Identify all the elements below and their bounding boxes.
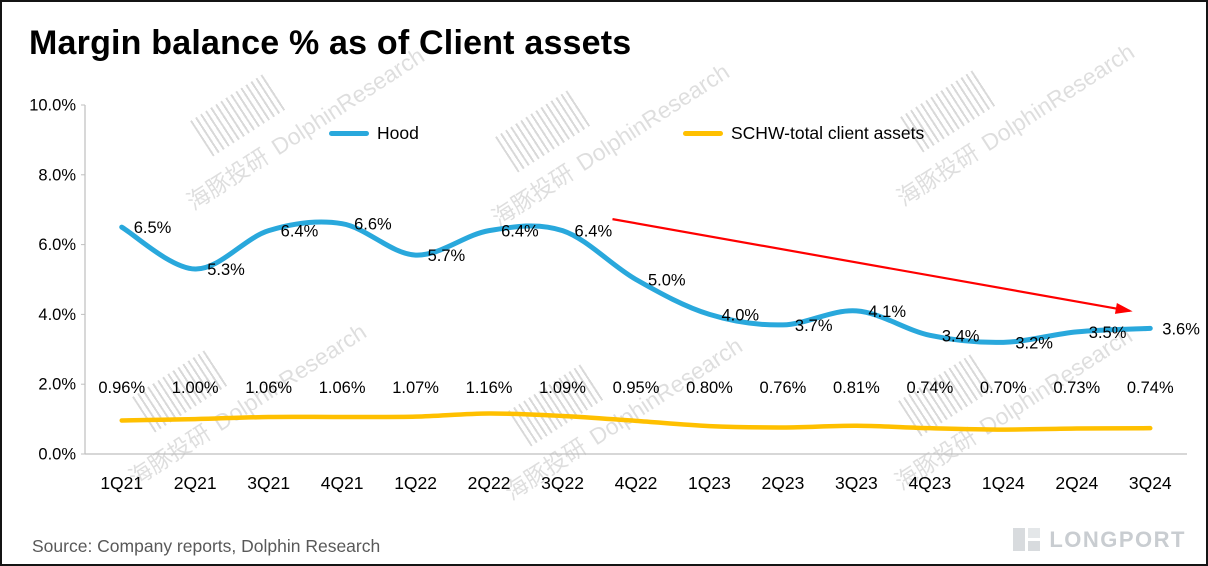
svg-text:1Q23: 1Q23 — [688, 473, 731, 493]
svg-text:3Q21: 3Q21 — [247, 473, 290, 493]
svg-text:2Q23: 2Q23 — [762, 473, 805, 493]
legend-label-schw: SCHW-total client assets — [731, 123, 925, 143]
svg-text:1Q21: 1Q21 — [100, 473, 143, 493]
svg-text:4Q21: 4Q21 — [321, 473, 364, 493]
svg-text:3Q22: 3Q22 — [541, 473, 584, 493]
page-title: Margin balance % as of Client assets — [29, 24, 632, 62]
svg-text:1.09%: 1.09% — [539, 379, 586, 397]
svg-text:6.4%: 6.4% — [281, 223, 319, 241]
svg-text:3.4%: 3.4% — [942, 327, 980, 345]
svg-text:0.81%: 0.81% — [833, 379, 880, 397]
svg-text:8.0%: 8.0% — [38, 166, 76, 184]
longport-icon — [1013, 524, 1041, 556]
svg-text:3.2%: 3.2% — [1015, 334, 1053, 352]
schw-line-swatch — [683, 131, 723, 136]
svg-text:1Q24: 1Q24 — [982, 473, 1025, 493]
svg-text:6.0%: 6.0% — [38, 236, 76, 254]
svg-text:1.06%: 1.06% — [319, 379, 366, 397]
svg-text:1.07%: 1.07% — [392, 379, 439, 397]
svg-text:0.73%: 0.73% — [1053, 379, 1100, 397]
svg-text:10.0%: 10.0% — [29, 97, 76, 115]
svg-text:4.0%: 4.0% — [38, 306, 76, 324]
svg-text:0.70%: 0.70% — [980, 379, 1027, 397]
legend-label-hood: Hood — [377, 123, 419, 143]
svg-text:1Q22: 1Q22 — [394, 473, 437, 493]
svg-text:6.6%: 6.6% — [354, 216, 392, 234]
svg-text:0.80%: 0.80% — [686, 379, 733, 397]
svg-text:6.4%: 6.4% — [501, 223, 539, 241]
legend-item-hood: Hood — [329, 123, 419, 144]
longport-wordmark: LONGPORT — [1049, 527, 1186, 552]
svg-text:0.74%: 0.74% — [1127, 379, 1174, 397]
svg-text:2Q24: 2Q24 — [1055, 473, 1098, 493]
svg-text:0.96%: 0.96% — [98, 379, 145, 397]
svg-text:5.7%: 5.7% — [428, 247, 466, 265]
svg-text:4Q22: 4Q22 — [615, 473, 658, 493]
svg-text:6.4%: 6.4% — [575, 223, 613, 241]
svg-text:3.5%: 3.5% — [1089, 324, 1127, 342]
svg-text:3Q23: 3Q23 — [835, 473, 878, 493]
svg-text:3Q24: 3Q24 — [1129, 473, 1172, 493]
svg-text:0.95%: 0.95% — [613, 379, 660, 397]
svg-text:2.0%: 2.0% — [38, 376, 76, 394]
svg-text:3.7%: 3.7% — [795, 317, 833, 335]
source-note: Source: Company reports, Dolphin Researc… — [32, 536, 381, 556]
svg-text:4Q23: 4Q23 — [908, 473, 951, 493]
hood-line-swatch — [329, 131, 369, 136]
svg-text:6.5%: 6.5% — [134, 219, 172, 237]
svg-text:1.06%: 1.06% — [245, 379, 292, 397]
svg-text:0.0%: 0.0% — [38, 446, 76, 464]
svg-text:5.3%: 5.3% — [207, 261, 245, 279]
svg-text:3.6%: 3.6% — [1162, 320, 1200, 338]
svg-text:4.0%: 4.0% — [721, 306, 759, 324]
svg-text:4.1%: 4.1% — [868, 303, 906, 321]
legend-item-schw: SCHW-total client assets — [683, 123, 924, 144]
svg-text:0.76%: 0.76% — [760, 379, 807, 397]
longport-logo: LONGPORT — [1013, 524, 1186, 556]
svg-text:5.0%: 5.0% — [648, 272, 686, 290]
svg-text:1.16%: 1.16% — [466, 379, 513, 397]
svg-text:2Q22: 2Q22 — [468, 473, 511, 493]
svg-text:1.00%: 1.00% — [172, 379, 219, 397]
svg-text:2Q21: 2Q21 — [174, 473, 217, 493]
svg-text:0.74%: 0.74% — [906, 379, 953, 397]
